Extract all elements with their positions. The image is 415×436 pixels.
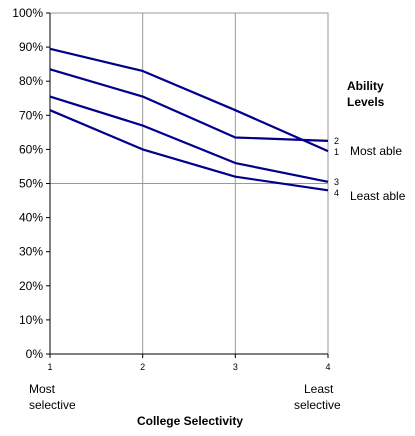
series-end-label-1: 1 <box>334 147 339 157</box>
y-tick-label: 30% <box>19 245 43 259</box>
series-line-3 <box>49 95 329 183</box>
series-line-2 <box>49 68 329 142</box>
x-left-label-line1: Most <box>29 382 56 396</box>
legend-title-line1: Ability <box>347 79 384 93</box>
x-axis-title: College Selectivity <box>137 414 243 428</box>
y-tick-label: 70% <box>19 108 43 122</box>
x-axis: 1 2 3 4 <box>47 353 331 372</box>
y-tick-label: 90% <box>19 40 43 54</box>
x-tick-label: 3 <box>233 362 238 372</box>
y-tick-label: 20% <box>19 279 43 293</box>
y-tick-label: 50% <box>19 177 43 191</box>
series-end-label-2: 2 <box>334 136 339 146</box>
legend-most-able: Most able <box>350 144 402 158</box>
series-end-label-4: 4 <box>334 188 339 198</box>
x-left-label-line2: selective <box>29 398 76 412</box>
y-tick-label: 10% <box>19 313 43 327</box>
y-tick-label: 0% <box>26 347 44 361</box>
series-line-4 <box>49 109 329 192</box>
x-tick-label: 4 <box>325 362 330 372</box>
y-tick-label: 80% <box>19 74 43 88</box>
x-tick-label: 2 <box>140 362 145 372</box>
x-right-label-line1: Least <box>304 382 334 396</box>
series-end-label-3: 3 <box>334 177 339 187</box>
series-line-1 <box>49 47 329 153</box>
legend-least-able: Least able <box>350 189 406 203</box>
series-end-labels: 21 34 <box>334 136 339 198</box>
y-axis: 0% 10% 20% 30% 40% 50% 60% 70% 80% 90% 100% <box>12 6 51 361</box>
y-tick-label: 100% <box>12 6 43 20</box>
y-tick-label: 60% <box>19 142 43 156</box>
series-lines <box>49 47 329 192</box>
y-tick-label: 40% <box>19 211 43 225</box>
x-tick-label: 1 <box>47 362 52 372</box>
x-right-label-line2: selective <box>294 398 341 412</box>
legend-title-line2: Levels <box>347 95 385 109</box>
